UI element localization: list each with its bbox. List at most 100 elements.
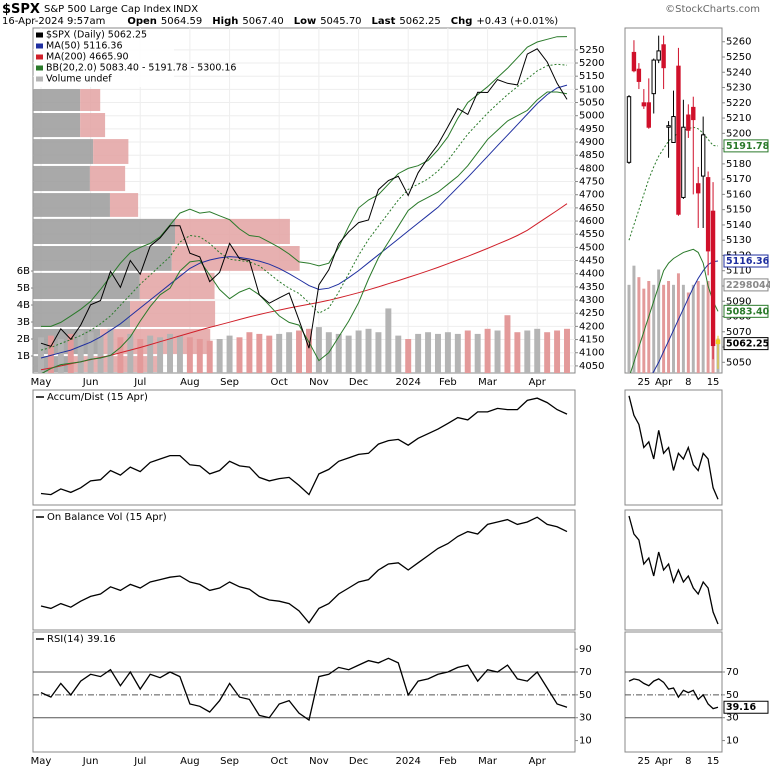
volume-bar	[335, 333, 342, 373]
x-tick-label: Oct	[271, 377, 288, 388]
x-tick-label: Apr	[529, 756, 547, 767]
volume-bar	[296, 330, 303, 373]
volume-bar	[524, 330, 531, 373]
x-tick-label: Apr	[655, 377, 673, 388]
panel-frame	[624, 509, 723, 631]
series-line	[40, 84, 568, 359]
x-tick-label: Oct	[271, 756, 288, 767]
x-tick-label: Sep	[220, 377, 239, 388]
vbp-up	[33, 272, 140, 300]
volume-bar	[47, 335, 54, 373]
volume-bar	[474, 333, 481, 373]
x-tick-label: May	[31, 377, 52, 388]
vbp-down	[80, 113, 106, 138]
candle-body	[651, 59, 656, 95]
quote-label: Chg	[451, 16, 473, 27]
volume-bar	[186, 337, 193, 373]
volume-bar	[57, 339, 64, 373]
candle-body	[646, 102, 651, 128]
series-line	[40, 657, 568, 722]
exchange: INDX	[173, 4, 198, 15]
y-tick-label: 4150	[579, 335, 604, 346]
volume-bar	[672, 284, 675, 373]
y-tick-label: 5160	[726, 189, 751, 200]
x-tick-label: 2024	[395, 756, 420, 767]
candle-body	[671, 116, 676, 143]
volume-bar	[454, 333, 461, 373]
value-marker-label: 5191.78	[726, 141, 770, 152]
volume-bar	[444, 332, 451, 373]
panel-frame	[32, 389, 576, 506]
volume-bar	[345, 335, 352, 373]
volume-bar	[667, 281, 671, 373]
vbp-down	[139, 272, 215, 300]
legend-swatch	[36, 65, 43, 71]
panel-plot	[33, 36, 570, 373]
panel-plot	[628, 395, 719, 500]
quote-label: Last	[372, 16, 396, 27]
candle-body	[696, 183, 701, 194]
y-tick-label: 4600	[579, 216, 604, 227]
volume-bar	[97, 335, 104, 373]
vbp-up	[33, 246, 172, 271]
candle-body	[631, 51, 637, 72]
x-tick-label: Apr	[655, 756, 673, 767]
x-tick-label: Nov	[309, 756, 329, 767]
quote-label: Open	[127, 16, 157, 27]
x-tick-label: Mar	[478, 756, 498, 767]
vbp-up	[33, 193, 110, 217]
volume-bar	[627, 284, 631, 373]
series-line	[40, 516, 568, 624]
y-tick-label: 4350	[579, 282, 604, 293]
volume-bar	[564, 328, 570, 373]
candle-body	[661, 44, 666, 69]
y-tick-label: 5250	[579, 45, 604, 56]
y2-tick-label: 5B	[17, 283, 30, 294]
legend-label: $SPX (Daily) 5062.25	[46, 30, 147, 41]
y-tick-label: 4400	[579, 269, 604, 280]
y-tick-label: 4700	[579, 190, 604, 201]
y2-tick-label: 3B	[17, 317, 30, 328]
panel-plot	[33, 657, 575, 722]
vbp-down	[171, 246, 300, 271]
volume-bar	[196, 339, 203, 373]
vbp-down	[175, 218, 290, 245]
vbp-down	[130, 301, 216, 327]
y-tick-label: 70	[726, 667, 739, 678]
volume-bar	[87, 332, 94, 373]
volume-bar	[494, 330, 501, 373]
panel-frame	[32, 631, 576, 753]
vbp-up	[33, 165, 90, 192]
legend-box	[34, 29, 174, 87]
title-box	[34, 511, 184, 523]
x-tick-label: Jun	[82, 377, 99, 388]
value-marker	[723, 139, 769, 153]
panel-frame	[32, 509, 576, 631]
volume-bar	[652, 284, 656, 373]
y-tick-label: 5130	[726, 235, 751, 246]
volume-bar	[286, 332, 293, 373]
date: 16-Apr-2024 9:57am	[2, 16, 105, 27]
source: ©StockCharts.com	[665, 4, 760, 15]
volume-bar	[662, 284, 666, 373]
volume-bar	[107, 328, 114, 373]
volume-bar	[147, 335, 154, 373]
title-box	[34, 633, 184, 645]
volume-bar	[385, 308, 392, 373]
legend-swatch	[36, 32, 43, 38]
series-line	[628, 515, 719, 625]
volume-bar	[484, 328, 491, 373]
title-box	[34, 391, 184, 403]
x-tick-label: Dec	[349, 377, 368, 388]
y-tick-label: 5210	[726, 113, 751, 124]
vbp-up	[33, 89, 81, 112]
volume-bar	[315, 327, 322, 373]
series-line	[40, 203, 568, 371]
y-tick-label: 4050	[579, 361, 604, 372]
panel-title: On Balance Vol (15 Apr)	[47, 512, 167, 523]
quote-value: 5062.25	[399, 16, 440, 27]
y-tick-label: 5150	[579, 71, 604, 82]
candle-body	[686, 114, 691, 131]
y-tick-label: 70	[579, 667, 592, 678]
volume-bar	[425, 332, 432, 373]
